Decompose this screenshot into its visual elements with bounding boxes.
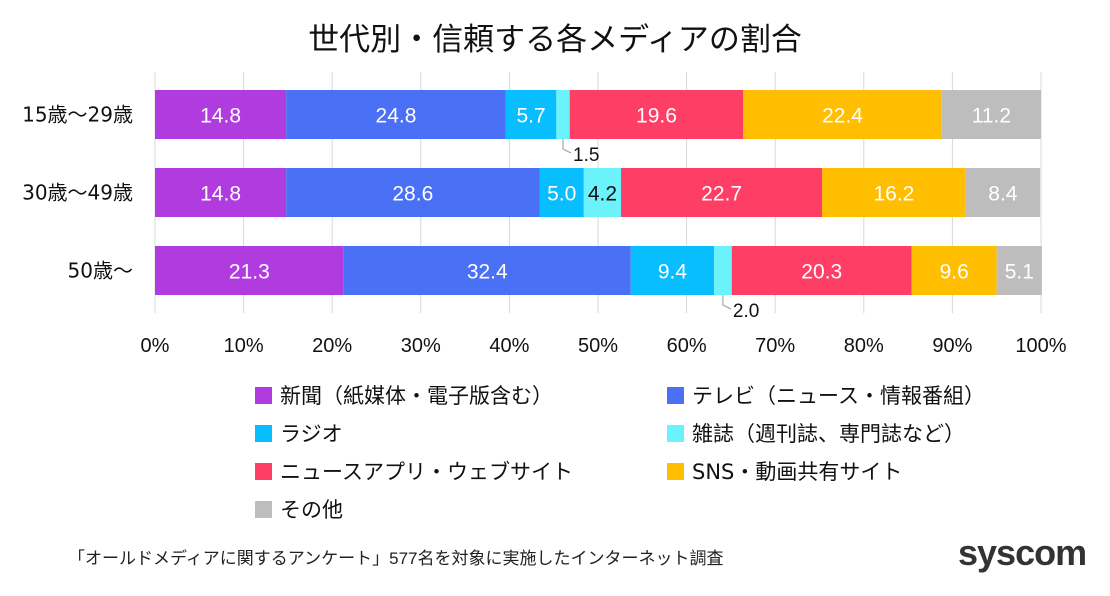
legend-label: 雑誌（週刊誌、専門誌など）	[692, 422, 965, 446]
x-tick-label: 90%	[932, 335, 972, 357]
legend-label: ニュースアプリ・ウェブサイト	[280, 460, 573, 484]
bar-segment	[343, 246, 631, 295]
category-label: 30歳〜49歳	[22, 181, 133, 205]
data-label: 22.4	[822, 105, 863, 128]
data-label: 5.1	[1005, 261, 1034, 284]
bar-segment	[621, 168, 823, 217]
bar-segment	[583, 168, 622, 217]
bar-segment	[822, 168, 966, 217]
data-label: 14.8	[200, 105, 241, 128]
bar-segment	[743, 90, 942, 139]
survey-note: 「オールドメディアに関するアンケート」577名を対象に実施したインターネット調査	[68, 549, 724, 568]
data-label: 14.8	[200, 183, 241, 206]
x-tick-label: 10%	[224, 335, 264, 357]
data-label: 20.3	[801, 261, 842, 284]
legend-swatch	[255, 462, 272, 480]
legend-item: ニュースアプリ・ウェブサイト	[255, 456, 573, 486]
bar-segment	[714, 246, 732, 295]
legend-label: テレビ（ニュース・情報番組）	[692, 384, 985, 408]
x-tick-label: 70%	[755, 335, 795, 357]
x-tick-label: 30%	[401, 335, 441, 357]
legend-label: 新聞（紙媒体・電子版含む）	[280, 384, 553, 408]
data-label: 16.2	[873, 183, 914, 206]
data-label: 2.0	[733, 301, 759, 322]
data-label: 11.2	[972, 105, 1011, 128]
legend-swatch	[667, 424, 684, 442]
bar-segment	[155, 168, 287, 217]
legend-swatch	[255, 424, 272, 442]
data-label: 4.2	[588, 183, 617, 206]
data-label: 22.7	[701, 183, 742, 206]
data-label: 28.6	[392, 183, 433, 206]
x-tick-label: 60%	[667, 335, 707, 357]
legend-item: その他	[255, 494, 343, 524]
legend-item: SNS・動画共有サイト	[667, 456, 902, 486]
data-label: 5.0	[547, 183, 576, 206]
bar-segment	[630, 246, 715, 295]
bar-segment	[556, 90, 570, 139]
bar-segment	[286, 90, 506, 139]
bar-segment	[539, 168, 584, 217]
bar-segment	[731, 246, 912, 295]
legend-item: 新聞（紙媒体・電子版含む）	[255, 380, 553, 410]
bar-segment	[941, 90, 1041, 139]
legend-item: 雑誌（週刊誌、専門誌など）	[667, 418, 965, 448]
category-label: 50歳〜	[68, 259, 133, 283]
bar-segment	[155, 90, 287, 139]
legend-swatch	[667, 386, 684, 404]
leader-line	[722, 295, 732, 310]
data-label: 24.8	[376, 105, 417, 128]
bar-segment	[965, 168, 1041, 217]
chart-title: 世代別・信頼する各メディアの割合	[308, 22, 802, 58]
bar-segment	[996, 246, 1042, 295]
legend-item: テレビ（ニュース・情報番組）	[667, 380, 985, 410]
x-tick-label: 50%	[578, 335, 618, 357]
legend-swatch	[667, 462, 684, 480]
stacked-bar-chart: 0% 10% 20% 30% 40% 50% 60% 70% 80% 90% 100% 15歳〜29歳…	[22, 72, 1067, 357]
data-label: 21.3	[229, 261, 270, 284]
data-label: 5.7	[517, 105, 546, 128]
legend-label: その他	[280, 498, 343, 522]
x-tick-label: 100%	[1015, 335, 1066, 357]
bar-segment	[911, 246, 997, 295]
data-label: 8.4	[988, 183, 1018, 206]
category-label: 15歳〜29歳	[22, 103, 133, 127]
bar-segment	[569, 90, 744, 139]
x-tick-label: 80%	[844, 335, 884, 357]
syscom-logo: syscom	[958, 532, 1087, 573]
legend-item: ラジオ	[255, 418, 343, 448]
legend-swatch	[255, 386, 272, 404]
x-tick-label: 20%	[312, 335, 352, 357]
data-label: 32.4	[467, 261, 508, 284]
bar-segment	[155, 246, 344, 295]
legend-swatch	[255, 500, 272, 518]
legend-label: SNS・動画共有サイト	[692, 460, 903, 484]
bar-segment	[505, 90, 557, 139]
data-label: 19.6	[636, 105, 677, 128]
bar-segment	[286, 168, 540, 217]
x-tick-label: 0%	[141, 335, 170, 357]
legend-label: ラジオ	[280, 422, 343, 446]
x-tick-label: 40%	[489, 335, 529, 357]
data-label: 1.5	[573, 145, 599, 166]
data-label: 9.6	[940, 261, 969, 284]
leader-line	[562, 139, 572, 154]
data-label: 9.4	[658, 261, 688, 284]
